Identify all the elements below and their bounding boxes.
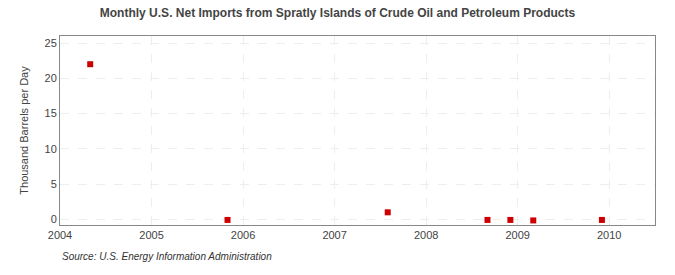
svg-text:10: 10 <box>45 143 57 155</box>
svg-text:Thousand Barrels per Day: Thousand Barrels per Day <box>18 66 30 195</box>
svg-text:5: 5 <box>51 178 57 190</box>
svg-text:2004: 2004 <box>48 229 72 241</box>
svg-text:0: 0 <box>51 213 57 225</box>
svg-text:2010: 2010 <box>597 229 621 241</box>
svg-text:20: 20 <box>45 72 57 84</box>
svg-text:2009: 2009 <box>505 229 529 241</box>
svg-text:2005: 2005 <box>139 229 163 241</box>
svg-text:Monthly U.S. Net Imports from: Monthly U.S. Net Imports from Spratly Is… <box>100 6 576 20</box>
svg-text:25: 25 <box>45 37 57 49</box>
svg-text:Source: U.S. Energy Informatio: Source: U.S. Energy Information Administ… <box>62 251 272 262</box>
svg-text:2006: 2006 <box>231 229 255 241</box>
svg-text:2008: 2008 <box>414 229 438 241</box>
svg-text:15: 15 <box>45 107 57 119</box>
svg-text:2007: 2007 <box>322 229 346 241</box>
